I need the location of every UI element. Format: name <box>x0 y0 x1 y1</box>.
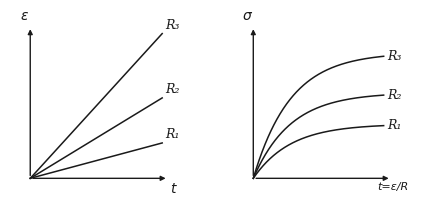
Text: R₂: R₂ <box>387 89 401 102</box>
Text: σ: σ <box>243 9 251 23</box>
Text: R₁: R₁ <box>387 119 401 132</box>
Text: R₁: R₁ <box>165 128 180 141</box>
Text: ε: ε <box>20 9 28 23</box>
Text: t=ε/R: t=ε/R <box>377 182 409 192</box>
Text: R₂: R₂ <box>165 83 180 96</box>
Text: t: t <box>171 182 176 196</box>
Text: R₃: R₃ <box>165 19 180 32</box>
Text: R₃: R₃ <box>387 50 401 63</box>
